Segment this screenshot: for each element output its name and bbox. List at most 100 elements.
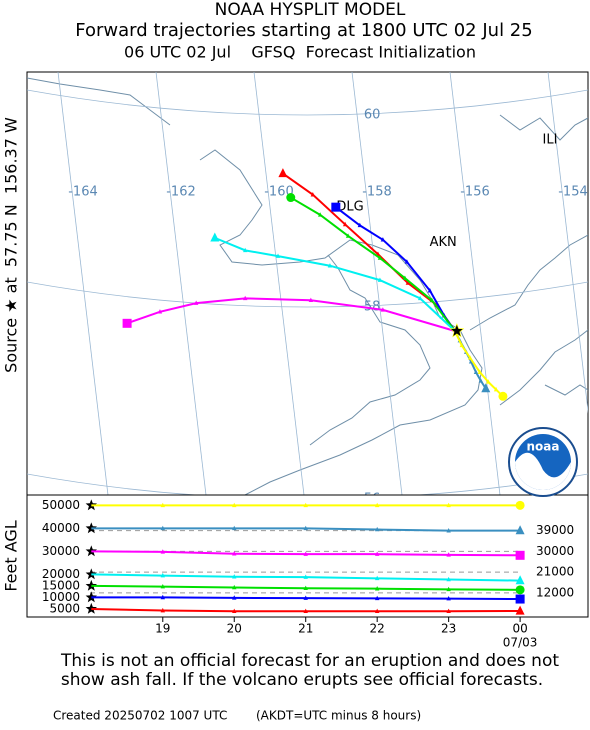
marker xyxy=(232,502,237,508)
marker xyxy=(160,607,165,613)
marker xyxy=(242,247,248,253)
marker xyxy=(160,572,165,578)
lon-label: -162 xyxy=(166,184,196,199)
marker xyxy=(275,253,281,258)
meridian xyxy=(351,72,403,495)
marker xyxy=(303,525,308,531)
source-star xyxy=(85,602,97,614)
marker xyxy=(210,232,220,242)
marker xyxy=(232,595,237,600)
marker xyxy=(331,202,341,212)
marker xyxy=(446,528,451,533)
marker xyxy=(357,222,363,228)
marker xyxy=(446,576,451,582)
lon-label: -158 xyxy=(362,184,392,199)
lon-label: -156 xyxy=(460,184,490,199)
y-axis-label: Feet AGL xyxy=(2,520,21,591)
meridian xyxy=(449,72,501,495)
notice-line: show ash fall. If the volcano erupts see… xyxy=(61,670,543,690)
marker xyxy=(477,369,483,375)
x-tick-label: 00 xyxy=(512,622,527,636)
marker xyxy=(515,500,525,510)
marker xyxy=(327,263,333,268)
marker xyxy=(481,383,491,393)
marker xyxy=(303,595,308,600)
marker xyxy=(310,192,316,197)
marker xyxy=(374,595,380,601)
marker xyxy=(160,502,165,508)
trajectory xyxy=(126,297,456,332)
marker xyxy=(427,288,433,293)
meridian xyxy=(155,72,207,495)
marker xyxy=(446,608,451,614)
marker xyxy=(160,525,165,531)
marker xyxy=(493,386,499,392)
y-tick-label: 15000 xyxy=(42,578,80,592)
marker xyxy=(429,297,435,303)
x-tick-label: 20 xyxy=(227,622,242,636)
marker xyxy=(286,193,296,203)
meridian xyxy=(253,72,305,495)
y-tick-label: 10000 xyxy=(42,590,80,604)
parallel xyxy=(27,473,588,495)
source-star xyxy=(85,568,97,580)
marker xyxy=(374,575,380,581)
marker xyxy=(193,300,199,305)
map: -164 -162 -160 -158 -156 -154 56 58 60 DLG AKN ILI xyxy=(27,72,588,495)
x-tick-label: 22 xyxy=(370,622,385,636)
created: Created 20250702 1007 UTC xyxy=(53,709,227,723)
marker xyxy=(446,502,451,508)
marker xyxy=(446,595,451,601)
place-label: AKN xyxy=(430,235,457,250)
source-star xyxy=(85,579,97,591)
marker xyxy=(374,526,380,532)
marker xyxy=(380,307,386,312)
marker xyxy=(160,583,165,589)
marker xyxy=(377,255,383,260)
place-label: ILI xyxy=(543,132,558,147)
lat-label: 60 xyxy=(364,108,381,123)
marker xyxy=(417,295,423,301)
y-tick-label: 20000 xyxy=(42,567,80,581)
notice-line: This is not an official forecast for an … xyxy=(60,651,559,671)
marker xyxy=(380,237,386,242)
y-tick-label: 40000 xyxy=(42,521,80,535)
timezone: (AKDT=UTC minus 8 hours) xyxy=(256,709,421,723)
marker xyxy=(303,585,308,590)
trajectory xyxy=(214,236,456,332)
marker xyxy=(515,585,525,595)
source-star xyxy=(85,499,97,511)
marker xyxy=(303,502,308,508)
lon-label: -154 xyxy=(558,184,588,199)
marker xyxy=(515,594,525,604)
noaa-logo: noaa xyxy=(508,427,578,497)
marker xyxy=(374,551,380,556)
marker xyxy=(515,575,525,585)
marker xyxy=(478,378,484,383)
marker xyxy=(402,275,408,280)
y2-tick-label: 30000 xyxy=(536,544,574,558)
marker xyxy=(157,309,163,314)
marker xyxy=(446,586,451,592)
lat-label: 58 xyxy=(364,300,381,315)
marker xyxy=(232,525,237,531)
marker xyxy=(232,551,237,556)
x-tick-label: 23 xyxy=(441,622,456,636)
marker xyxy=(122,318,132,328)
title: NOAA HYSPLIT MODEL xyxy=(215,0,406,20)
marker xyxy=(374,586,380,591)
y2-tick-label: 21000 xyxy=(536,565,574,579)
coastline xyxy=(27,77,588,495)
y2-tick-label: 39000 xyxy=(536,523,574,537)
logo-text: noaa xyxy=(527,440,560,454)
source-star xyxy=(85,522,97,534)
y-tick-label: 30000 xyxy=(42,544,80,558)
marker xyxy=(486,379,491,384)
marker xyxy=(278,168,288,178)
marker xyxy=(160,549,165,554)
marker xyxy=(308,297,314,303)
map-frame xyxy=(26,71,589,496)
marker xyxy=(317,212,323,217)
date-label: 07/03 xyxy=(503,636,538,650)
